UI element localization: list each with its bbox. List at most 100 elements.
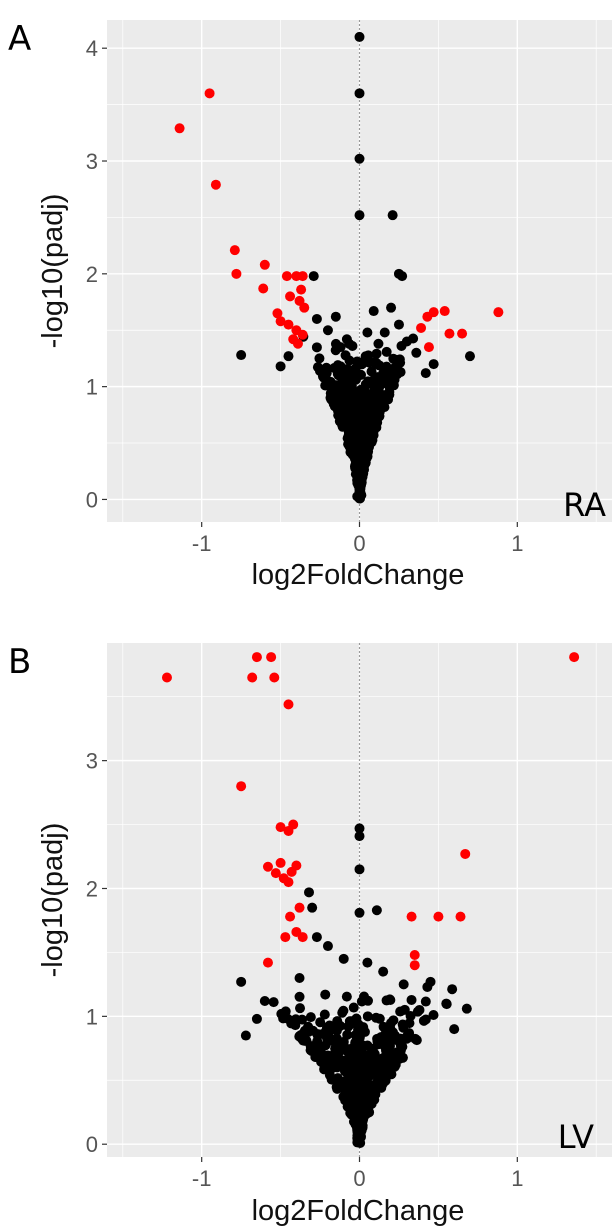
sig-point <box>285 911 296 922</box>
sig-point <box>247 672 258 683</box>
nonsig-point <box>354 153 365 164</box>
nonsig-point <box>449 1024 460 1035</box>
nonsig-point <box>315 1017 326 1028</box>
nonsig-point <box>354 31 365 42</box>
nonsig-point <box>320 989 331 1000</box>
sig-point <box>231 268 242 279</box>
sig-point <box>409 949 420 960</box>
nonsig-point <box>369 396 380 407</box>
nonsig-point <box>383 390 394 401</box>
x-tick-label: 1 <box>511 1166 523 1191</box>
nonsig-point <box>337 1007 348 1018</box>
y-tick-label: 0 <box>86 487 98 512</box>
sig-point <box>283 825 294 836</box>
y-tick-label: 1 <box>86 1004 98 1029</box>
sig-point <box>299 302 310 313</box>
sig-point <box>433 911 444 922</box>
nonsig-point <box>464 351 475 362</box>
sig-point <box>204 88 215 99</box>
nonsig-point <box>353 1107 364 1118</box>
nonsig-point <box>387 1027 398 1038</box>
sig-point <box>291 860 302 871</box>
y-ticks-b: 0 1 2 3 <box>86 749 107 1157</box>
nonsig-point <box>354 907 365 918</box>
x-tick-label: 1 <box>511 531 523 556</box>
chart-panel-b: B LV -1 0 1 0 1 2 3 log2FoldChange -log10(pad… <box>8 642 612 1227</box>
nonsig-point <box>362 327 373 338</box>
sig-point <box>275 316 286 327</box>
nonsig-point <box>294 972 305 983</box>
nonsig-point <box>362 1011 373 1022</box>
nonsig-point <box>331 385 342 396</box>
nonsig-point <box>385 381 396 392</box>
nonsig-point <box>321 1062 332 1073</box>
nonsig-point <box>356 472 367 483</box>
nonsig-point <box>371 905 382 916</box>
nonsig-point <box>307 902 318 913</box>
nonsig-point <box>352 356 363 367</box>
nonsig-point <box>341 334 352 345</box>
nonsig-point <box>331 1042 342 1053</box>
sig-point <box>262 861 273 872</box>
nonsig-point <box>368 306 379 317</box>
sig-point <box>292 338 303 349</box>
sig-point <box>251 652 262 663</box>
nonsig-point <box>268 997 279 1008</box>
y-ticks-a: 0 1 2 3 4 <box>86 36 107 512</box>
nonsig-point <box>341 404 352 415</box>
nonsig-point <box>331 395 342 406</box>
sig-point <box>236 781 247 792</box>
x-tick-label: 0 <box>353 1166 365 1191</box>
nonsig-point <box>326 1074 337 1085</box>
nonsig-point <box>362 957 373 968</box>
nonsig-point <box>276 1008 287 1019</box>
sig-point <box>270 868 281 879</box>
nonsig-point <box>354 387 365 398</box>
nonsig-point <box>386 302 397 313</box>
x-ticks-a: -1 0 1 <box>192 522 523 556</box>
sig-point <box>416 322 427 333</box>
nonsig-point <box>303 1021 314 1032</box>
nonsig-point <box>381 995 392 1006</box>
sig-point <box>281 271 292 282</box>
nonsig-point <box>353 446 364 457</box>
nonsig-point <box>367 1045 378 1056</box>
nonsig-point <box>371 348 382 359</box>
nonsig-point <box>343 1021 354 1032</box>
nonsig-point <box>384 368 395 379</box>
nonsig-point <box>344 417 355 428</box>
nonsig-point <box>411 1035 422 1046</box>
nonsig-point <box>294 1031 305 1042</box>
nonsig-point <box>341 991 352 1002</box>
nonsig-point <box>402 1032 413 1043</box>
nonsig-point <box>319 1009 330 1020</box>
nonsig-point <box>354 1040 365 1051</box>
data-points-a <box>174 31 504 504</box>
nonsig-point <box>322 1051 333 1062</box>
nonsig-point <box>336 415 347 426</box>
panel-letter-b: B <box>8 642 31 682</box>
panel-tag-lv: LV <box>558 1118 594 1156</box>
nonsig-point <box>323 377 334 388</box>
nonsig-point <box>377 1068 388 1079</box>
y-tick-label: 3 <box>86 149 98 174</box>
nonsig-point <box>275 361 286 372</box>
nonsig-point <box>414 1004 425 1015</box>
sig-point <box>262 957 273 968</box>
x-ticks-b: -1 0 1 <box>192 1157 523 1191</box>
nonsig-point <box>338 953 349 964</box>
nonsig-point <box>398 979 409 990</box>
nonsig-point <box>428 359 439 370</box>
sig-point <box>229 245 240 256</box>
nonsig-point <box>370 1089 381 1100</box>
nonsig-point <box>366 366 377 377</box>
nonsig-point <box>240 1030 251 1041</box>
y-tick-label: 0 <box>86 1132 98 1157</box>
nonsig-point <box>362 1080 373 1091</box>
nonsig-point <box>311 313 322 324</box>
x-axis-title-a: log2FoldChange <box>252 559 465 591</box>
y-tick-label: 4 <box>86 36 98 61</box>
nonsig-point <box>354 1067 365 1078</box>
sig-point <box>297 932 308 943</box>
